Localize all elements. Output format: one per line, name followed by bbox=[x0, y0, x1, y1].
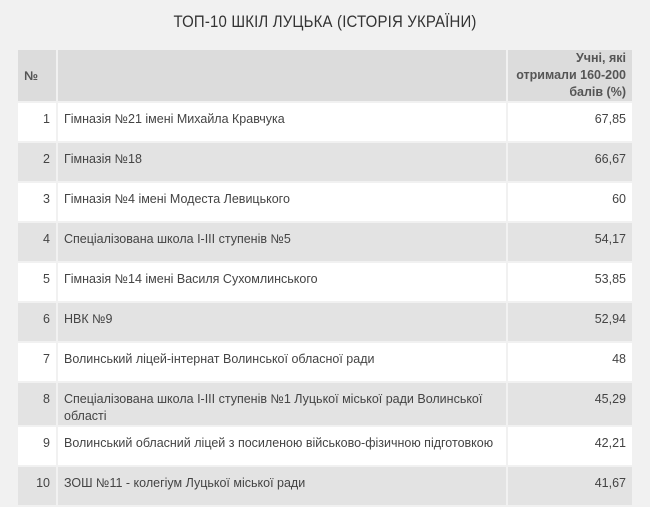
score-value: 53,85 bbox=[506, 261, 634, 303]
table-header-row: № Учні, які отримали 160-200 балів (%) bbox=[16, 48, 634, 103]
row-number: 3 bbox=[16, 181, 58, 223]
school-name: Гімназія №4 імені Модеста Левицького bbox=[56, 181, 508, 223]
row-number: 5 bbox=[16, 261, 58, 303]
school-name: Волинський ліцей-інтернат Волинської обл… bbox=[56, 341, 508, 383]
table-row: 5 Гімназія №14 імені Василя Сухомлинськог… bbox=[16, 261, 634, 303]
school-name: Волинський обласний ліцей з посиленою ві… bbox=[56, 425, 508, 467]
table-row: 10 ЗОШ №11 - колегіум Луцької міської рад… bbox=[16, 465, 634, 507]
row-number: 4 bbox=[16, 221, 58, 263]
row-number: 9 bbox=[16, 425, 58, 467]
table-row: 2 Гімназія №18 66,67 bbox=[16, 141, 634, 183]
table-row: 3 Гімназія №4 імені Модеста Левицького 60 bbox=[16, 181, 634, 223]
table-row: 1 Гімназія №21 імені Михайла Кравчука 67,8… bbox=[16, 101, 634, 143]
score-value: 45,29 bbox=[506, 381, 634, 427]
table-row: 7 Волинський ліцей-інтернат Волинської об… bbox=[16, 341, 634, 383]
table-row: 9 Волинський обласний ліцей з посиленою в… bbox=[16, 425, 634, 467]
row-number: 1 bbox=[16, 101, 58, 143]
row-number: 6 bbox=[16, 301, 58, 343]
header-value: Учні, які отримали 160-200 балів (%) bbox=[506, 48, 634, 103]
row-number: 8 bbox=[16, 381, 58, 427]
schools-table: № Учні, які отримали 160-200 балів (%) 1… bbox=[16, 48, 634, 507]
school-name: ЗОШ №11 - колегіум Луцької міської ради bbox=[56, 465, 508, 507]
score-value: 52,94 bbox=[506, 301, 634, 343]
score-value: 60 bbox=[506, 181, 634, 223]
row-number: 7 bbox=[16, 341, 58, 383]
row-number: 10 bbox=[16, 465, 58, 507]
score-value: 42,21 bbox=[506, 425, 634, 467]
header-number: № bbox=[16, 48, 58, 103]
score-value: 41,67 bbox=[506, 465, 634, 507]
school-name: Спеціалізована школа І-ІІІ ступенів №5 bbox=[56, 221, 508, 263]
score-value: 66,67 bbox=[506, 141, 634, 183]
score-value: 54,17 bbox=[506, 221, 634, 263]
school-name: Гімназія №14 імені Василя Сухомлинського bbox=[56, 261, 508, 303]
school-name: Спеціалізована школа І-ІІІ ступенів №1 Л… bbox=[56, 381, 508, 427]
table-row: 8 Спеціалізована школа І-ІІІ ступенів №1 … bbox=[16, 381, 634, 427]
table-row: 4 Спеціалізована школа І-ІІІ ступенів №5 5… bbox=[16, 221, 634, 263]
school-name: Гімназія №21 імені Михайла Кравчука bbox=[56, 101, 508, 143]
page-title: ТОП-10 ШКІЛ ЛУЦЬКА (ІСТОРІЯ УКРАЇНИ) bbox=[173, 12, 477, 31]
score-value: 67,85 bbox=[506, 101, 634, 143]
table-row: 6 НВК №9 52,94 bbox=[16, 301, 634, 343]
header-name bbox=[56, 48, 508, 103]
score-value: 48 bbox=[506, 341, 634, 383]
school-name: НВК №9 bbox=[56, 301, 508, 343]
school-name: Гімназія №18 bbox=[56, 141, 508, 183]
row-number: 2 bbox=[16, 141, 58, 183]
